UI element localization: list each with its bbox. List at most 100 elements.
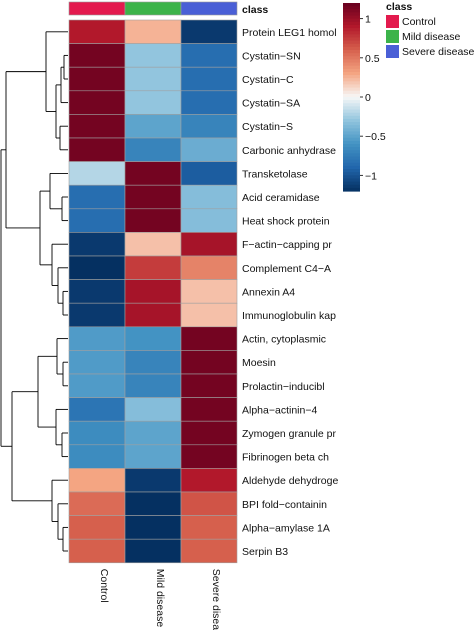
heatmap-cell (124, 350, 182, 375)
row-label: Cystatin−SN (242, 50, 301, 62)
color-scale-step (343, 187, 360, 192)
row-label: Prolactin−inducibl (242, 381, 325, 393)
color-scale-tick-label: 0 (365, 92, 371, 104)
color-scale-step (343, 128, 360, 133)
row-label: Moesin (242, 357, 276, 369)
heatmap-cell (180, 19, 238, 44)
color-scale-step (343, 90, 360, 95)
heatmap-cell (180, 137, 238, 162)
color-scale-step (343, 40, 360, 45)
heatmap-cell (180, 538, 238, 564)
heatmap-cell (68, 66, 126, 92)
color-scale-step (343, 162, 360, 167)
heatmap-cell (180, 515, 238, 540)
color-scale-step (343, 68, 360, 73)
heatmap-cell (124, 19, 182, 44)
color-scale-step (343, 12, 360, 17)
color-scale-step (343, 24, 360, 29)
row-label: Serpin B3 (242, 546, 288, 558)
color-scale-step (343, 46, 360, 51)
class-legend-label: Control (402, 16, 436, 28)
heatmap-cell (68, 420, 126, 446)
color-scale-step (343, 87, 360, 92)
color-scale-step (343, 131, 360, 136)
annotation-cell-1 (124, 1, 182, 16)
heatmap-cell (124, 279, 182, 304)
class-legend-label: Severe disease (402, 46, 474, 58)
class-legend: class Control Mild disease Severe disease (386, 1, 474, 58)
heatmap-cell (124, 208, 182, 233)
row-dendrogram (0, 31, 68, 552)
heatmap-cell (68, 161, 126, 186)
row-label: Actin, cytoplasmic (242, 334, 326, 346)
heatmap-cell (180, 184, 238, 210)
color-scale-step (343, 34, 360, 39)
row-label: Carbonic anhydrase (242, 145, 336, 157)
row-label: BPI fold−containin (242, 499, 327, 511)
heatmap-cell (68, 232, 126, 257)
heatmap-cell (124, 444, 182, 469)
color-scale-step (343, 62, 360, 67)
color-scale-step (343, 100, 360, 104)
heatmap-cell (68, 491, 126, 516)
color-scale-tick-label: 0.5 (365, 53, 380, 65)
annotation-cell-2 (180, 1, 238, 16)
heatmap-cell (124, 43, 182, 68)
color-scale-step (343, 106, 360, 111)
color-scale-step (343, 59, 360, 64)
heatmap-cell (68, 184, 126, 210)
color-scale-step (343, 165, 360, 170)
color-scale-step (343, 37, 360, 42)
heatmap-cell (180, 350, 238, 375)
color-scale-step (343, 84, 360, 89)
heatmap-cell (124, 255, 182, 280)
color-scale-step (343, 125, 360, 129)
color-scale-step (343, 21, 360, 26)
color-scale-step (343, 65, 360, 70)
heatmap-cell (68, 279, 126, 304)
row-label: Alpha−actinin−4 (242, 404, 317, 416)
row-label: Complement C4−A (242, 263, 331, 275)
heatmap-cell (124, 90, 182, 115)
heatmap-cell (180, 444, 238, 469)
heatmap-cell (180, 326, 238, 351)
heatmap-cell (68, 114, 126, 139)
class-legend-swatch (386, 30, 399, 43)
color-scale-step (343, 71, 360, 76)
heatmap-cell (124, 397, 182, 422)
heatmap-cell (124, 420, 182, 446)
heatmap-cell (124, 161, 182, 186)
heatmap-cell (68, 350, 126, 375)
color-scale-step (343, 93, 360, 98)
heatmap-cell (180, 373, 238, 398)
row-label: Protein LEG1 homol (242, 27, 337, 39)
heatmap-cell (124, 468, 182, 493)
heatmap-cell (124, 538, 182, 564)
color-scale-step (343, 75, 360, 79)
color-scale-step (343, 172, 360, 176)
heatmap-cell (180, 468, 238, 493)
heatmap-cell (68, 538, 126, 564)
color-scale-step (343, 3, 360, 7)
row-label: Transketolase (242, 168, 308, 180)
heatmap-cell (180, 491, 238, 516)
color-scale-step (343, 181, 360, 186)
heatmap-cell (124, 373, 182, 398)
color-scale-step (343, 118, 360, 123)
row-label: Zymogen granule pr (242, 428, 336, 440)
heatmap-cell (180, 161, 238, 186)
color-scale-step (343, 115, 360, 120)
row-label: Cystatin−SA (242, 98, 300, 110)
row-label: Cystatin−C (242, 74, 294, 86)
color-scale-step (343, 15, 360, 20)
color-scale-step (343, 9, 360, 13)
color-scale-step (343, 147, 360, 151)
color-scale-step (343, 184, 360, 189)
heatmap-cell (180, 302, 238, 328)
class-legend-title: class (386, 1, 412, 13)
heatmap-cell (124, 302, 182, 328)
heatmap-cell (180, 397, 238, 422)
annotation-cell-0 (68, 1, 126, 16)
color-scale-step (343, 56, 360, 60)
class-legend-label: Mild disease (402, 31, 461, 43)
